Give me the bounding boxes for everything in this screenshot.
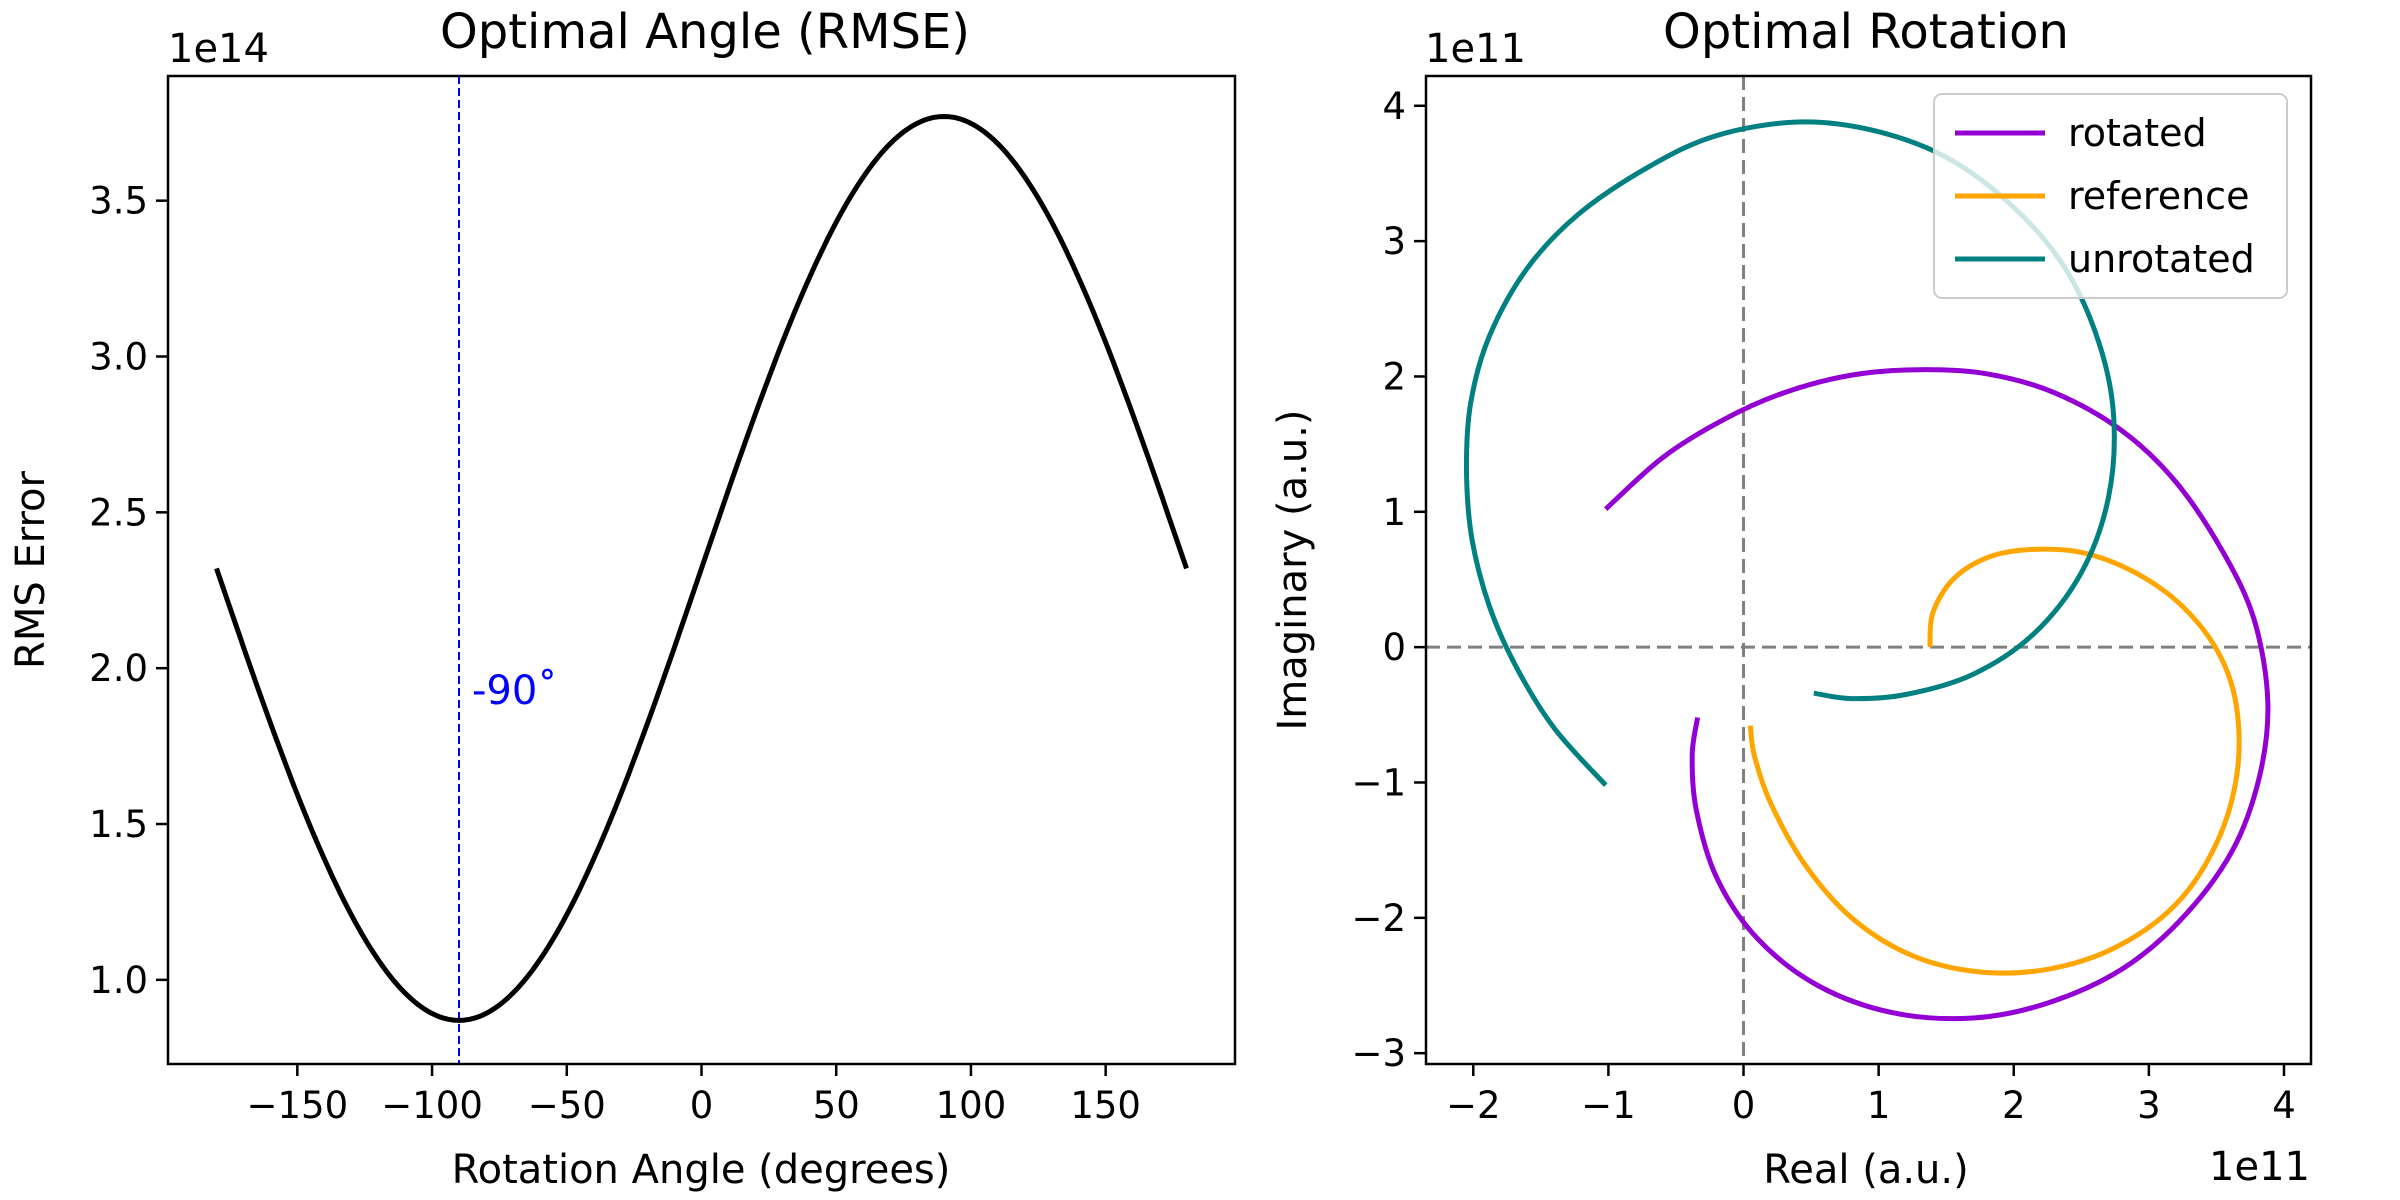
left-chart-title: Optimal Angle (RMSE): [440, 4, 970, 60]
right-y-tick-label: 3: [1382, 220, 1406, 263]
right-chart: Optimal Rotation 1e11 1e11 −2 −1 0 1 2 3 4 −3−…: [1270, 4, 2313, 1193]
unrotated-series-line: [1463, 119, 2117, 787]
right-y-tick-label: 4: [1382, 85, 1406, 128]
right-x-tick-label: 1: [1867, 1084, 1891, 1127]
left-y-axis-label: RMS Error: [8, 470, 54, 668]
left-x-tick-label: 0: [690, 1084, 714, 1127]
left-x-tick-label: 100: [936, 1084, 1007, 1127]
right-y-ticks: −3 −2 −1 0 1 2 3 4: [1351, 85, 1426, 1075]
legend: rotated reference unrotated: [1933, 93, 2288, 299]
right-x-tick-label: 0: [1732, 1084, 1756, 1127]
right-y-tick-label: 1: [1382, 491, 1406, 534]
right-x-offset-label: 1e11: [2209, 1144, 2310, 1190]
left-x-tick-label: −50: [528, 1084, 606, 1127]
left-plot-area: [214, 76, 1189, 1064]
left-x-tick-label: −150: [247, 1084, 349, 1127]
right-x-tick-label: −2: [1446, 1084, 1501, 1127]
right-y-tick-label: −2: [1351, 897, 1406, 940]
left-x-ticks: −150 −100 −50 0 50 100 150: [247, 1064, 1141, 1127]
left-y-tick-label: 2.5: [89, 491, 148, 534]
left-y-offset-label: 1e14: [168, 26, 269, 72]
left-y-tick-label: 2.0: [89, 647, 148, 690]
right-x-tick-label: 3: [2137, 1084, 2161, 1127]
right-x-tick-label: 2: [2002, 1084, 2026, 1127]
left-x-tick-label: −100: [381, 1084, 483, 1127]
left-y-tick-label: 3.5: [89, 180, 148, 223]
left-y-tick-label: 1.5: [89, 803, 148, 846]
right-plot-area: [1426, 76, 2311, 1064]
right-y-tick-label: −3: [1351, 1032, 1406, 1075]
legend-label-unrotated: unrotated: [2068, 237, 2255, 281]
right-chart-title: Optimal Rotation: [1663, 4, 2069, 60]
right-y-axis-label: Imaginary (a.u.): [1270, 410, 1316, 731]
left-y-tick-label: 3.0: [89, 336, 148, 379]
reference-series-line: [1747, 546, 2242, 976]
rmse-curve: [214, 114, 1189, 1023]
left-chart: Optimal Angle (RMSE) 1e14 −150 −100 −50 0 50…: [8, 4, 1237, 1193]
right-x-ticks: −2 −1 0 1 2 3 4: [1446, 1064, 2296, 1127]
left-x-axis-label: Rotation Angle (degrees): [452, 1147, 951, 1193]
right-y-tick-label: 0: [1382, 626, 1406, 669]
right-y-tick-label: −1: [1351, 761, 1406, 804]
legend-entries: rotated reference unrotated: [1955, 111, 2255, 281]
left-x-tick-label: 150: [1070, 1084, 1141, 1127]
vline-annotation: -90˚: [472, 668, 557, 714]
right-x-axis-label: Real (a.u.): [1763, 1147, 1968, 1193]
legend-label-reference: reference: [2068, 174, 2249, 218]
right-y-tick-label: 2: [1382, 355, 1406, 398]
legend-label-rotated: rotated: [2068, 111, 2207, 155]
rotated-series-line: [1604, 367, 2271, 1022]
right-x-tick-label: 4: [2272, 1084, 2296, 1127]
left-y-ticks: 1.0 1.5 2.0 2.5 3.0 3.5: [89, 180, 168, 1002]
right-axes-frame: [1424, 74, 2313, 1066]
right-y-offset-label: 1e11: [1425, 26, 1526, 72]
left-y-tick-label: 1.0: [89, 959, 148, 1002]
left-axes-frame: [166, 74, 1237, 1066]
left-x-tick-label: 50: [813, 1084, 860, 1127]
legend-box: [1933, 93, 2288, 299]
right-x-tick-label: −1: [1581, 1084, 1636, 1127]
